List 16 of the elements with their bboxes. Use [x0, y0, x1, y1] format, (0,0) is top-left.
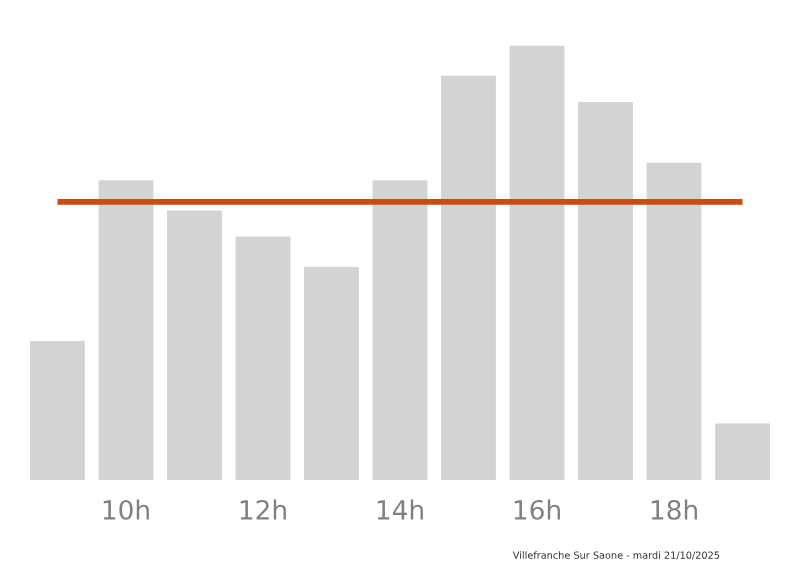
x-tick-label: 18h	[651, 499, 697, 520]
bar	[30, 340, 85, 480]
bar	[167, 210, 222, 480]
bar	[715, 423, 770, 480]
bar	[509, 45, 565, 480]
x-tick-label: 10h	[103, 499, 149, 520]
bar	[98, 180, 154, 480]
bar	[578, 101, 633, 480]
bar	[441, 75, 496, 480]
bar	[235, 236, 291, 480]
bar	[646, 162, 702, 480]
bar	[304, 267, 359, 480]
x-tick-label: 14h	[377, 499, 423, 520]
x-tick-label: 12h	[240, 499, 286, 520]
x-tick-label: 16h	[514, 499, 560, 520]
bar	[372, 180, 428, 480]
